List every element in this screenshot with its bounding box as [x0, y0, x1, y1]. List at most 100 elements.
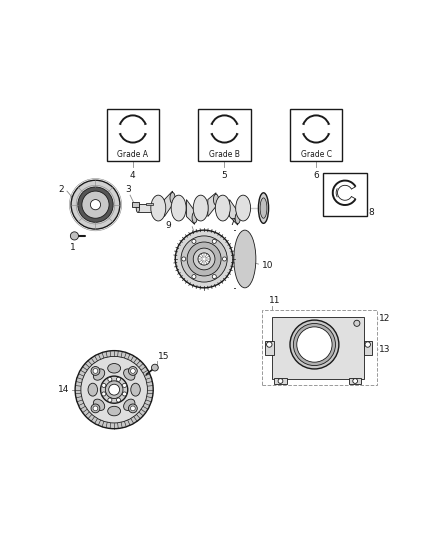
Ellipse shape — [236, 195, 251, 221]
Circle shape — [354, 320, 360, 326]
Ellipse shape — [193, 195, 208, 221]
Circle shape — [91, 404, 100, 413]
Polygon shape — [208, 193, 216, 216]
Bar — [349, 377, 361, 384]
Circle shape — [108, 377, 112, 381]
Ellipse shape — [260, 198, 267, 218]
Bar — [198, 109, 251, 161]
Circle shape — [223, 257, 226, 261]
Circle shape — [117, 377, 120, 381]
Circle shape — [365, 342, 371, 347]
Text: 15: 15 — [158, 352, 170, 361]
Ellipse shape — [258, 193, 268, 223]
Circle shape — [128, 367, 137, 375]
Ellipse shape — [213, 194, 219, 205]
Text: 3: 3 — [126, 185, 131, 195]
Circle shape — [71, 180, 120, 229]
Text: Grade C: Grade C — [300, 150, 332, 159]
Text: 5: 5 — [222, 171, 227, 180]
Text: Grade A: Grade A — [117, 150, 148, 159]
Text: 6: 6 — [313, 171, 319, 180]
Text: 14: 14 — [58, 385, 69, 394]
Bar — [106, 109, 159, 161]
Circle shape — [90, 199, 101, 210]
Circle shape — [192, 239, 196, 244]
Ellipse shape — [171, 195, 186, 221]
Text: 8: 8 — [369, 208, 374, 217]
Circle shape — [152, 364, 158, 371]
Circle shape — [267, 342, 272, 347]
Circle shape — [93, 406, 98, 411]
Circle shape — [193, 248, 215, 270]
Circle shape — [123, 383, 127, 387]
Ellipse shape — [131, 383, 140, 396]
Circle shape — [181, 236, 227, 282]
Circle shape — [175, 230, 233, 288]
Bar — [146, 203, 152, 205]
Bar — [132, 203, 138, 207]
Bar — [290, 109, 343, 161]
Circle shape — [278, 378, 283, 383]
Circle shape — [212, 239, 216, 244]
Bar — [274, 377, 286, 384]
Ellipse shape — [108, 406, 120, 416]
Bar — [272, 317, 364, 379]
Circle shape — [109, 384, 120, 395]
Text: 2: 2 — [59, 185, 64, 194]
Circle shape — [101, 376, 128, 403]
Circle shape — [102, 392, 106, 396]
Ellipse shape — [108, 364, 120, 373]
Text: 13: 13 — [379, 345, 390, 354]
Circle shape — [75, 351, 153, 429]
Bar — [265, 341, 274, 354]
Circle shape — [123, 392, 127, 396]
Ellipse shape — [215, 195, 230, 221]
Circle shape — [105, 381, 123, 399]
Circle shape — [290, 320, 339, 369]
Polygon shape — [187, 199, 194, 224]
Circle shape — [102, 383, 106, 387]
Circle shape — [81, 357, 148, 423]
Circle shape — [108, 398, 112, 402]
Circle shape — [82, 191, 109, 218]
Circle shape — [131, 406, 135, 411]
Circle shape — [93, 369, 98, 373]
Circle shape — [297, 327, 332, 362]
Ellipse shape — [234, 230, 256, 288]
Ellipse shape — [88, 383, 98, 396]
Polygon shape — [164, 191, 173, 216]
Text: Grade B: Grade B — [209, 150, 240, 159]
Bar — [364, 341, 372, 354]
Ellipse shape — [93, 399, 105, 410]
Text: 11: 11 — [268, 296, 280, 305]
Circle shape — [198, 253, 210, 265]
Ellipse shape — [192, 212, 197, 223]
Bar — [138, 204, 158, 213]
Circle shape — [212, 274, 216, 279]
Ellipse shape — [124, 399, 135, 410]
Ellipse shape — [151, 195, 166, 221]
Text: 7: 7 — [230, 219, 235, 228]
Text: 9: 9 — [166, 221, 171, 230]
Circle shape — [192, 274, 196, 279]
Circle shape — [117, 398, 120, 402]
Polygon shape — [230, 199, 238, 225]
Bar — [262, 310, 377, 385]
Ellipse shape — [235, 213, 240, 224]
Bar — [323, 173, 367, 216]
Ellipse shape — [170, 192, 175, 203]
Circle shape — [187, 242, 221, 276]
Circle shape — [91, 367, 100, 375]
Ellipse shape — [93, 369, 105, 380]
Circle shape — [131, 369, 135, 373]
Text: 10: 10 — [262, 261, 273, 270]
Circle shape — [71, 232, 78, 240]
Ellipse shape — [124, 369, 135, 380]
Circle shape — [353, 378, 357, 383]
Circle shape — [78, 187, 113, 222]
Circle shape — [182, 257, 186, 261]
Circle shape — [293, 324, 336, 366]
Text: 12: 12 — [379, 314, 390, 322]
Text: 1: 1 — [70, 244, 76, 252]
Ellipse shape — [136, 204, 140, 213]
